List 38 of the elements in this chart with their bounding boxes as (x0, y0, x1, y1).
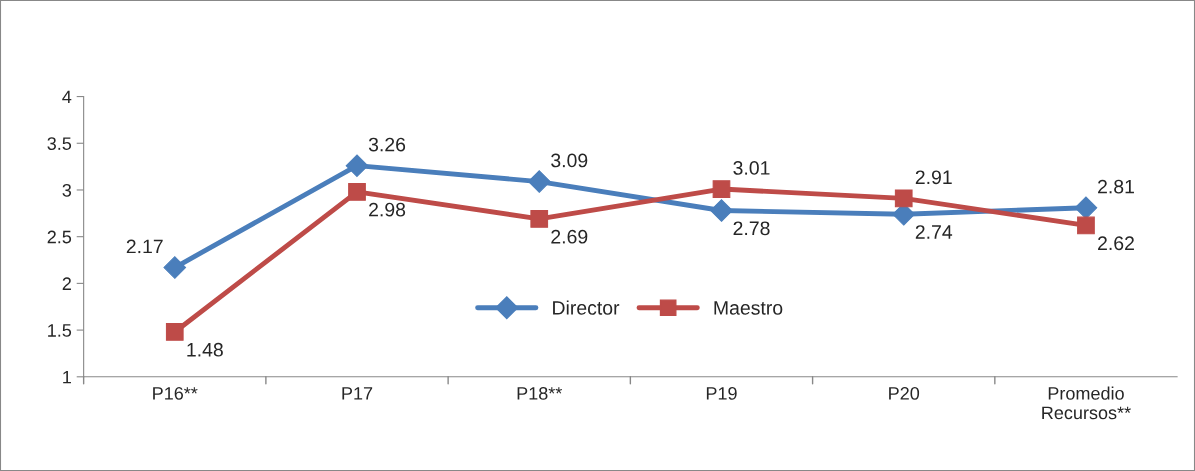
y-tick-label: 3 (62, 183, 72, 197)
data-label: 3.26 (368, 137, 406, 152)
point (712, 180, 731, 198)
data-label: 2.81 (1098, 179, 1134, 194)
legend-label: Maestro (714, 301, 783, 315)
data-label: 2.78 (733, 221, 770, 236)
x-tick-label: Promedio Recursos** (1042, 386, 1131, 420)
data-label: 2.62 (1098, 236, 1134, 251)
y-tick-label: 2 (62, 277, 71, 290)
x-tick-label: P16** (153, 387, 198, 400)
x-tick-label: P18** (517, 387, 563, 400)
data-label: 2.74 (915, 225, 953, 239)
y-tick-label: 3.5 (47, 137, 72, 150)
y-tick-label: 1.5 (48, 324, 72, 337)
data-label: 2.91 (915, 170, 952, 185)
x-tick-label: P19 (706, 387, 737, 400)
data-label: 2.69 (551, 229, 588, 244)
point (165, 323, 184, 341)
y-tick-label: 1 (63, 370, 71, 384)
point (530, 210, 549, 228)
point (1077, 216, 1095, 235)
legend-label: Director (553, 300, 620, 315)
data-label: 1.48 (187, 342, 223, 357)
y-tick-label: 4 (62, 90, 72, 104)
data-label: 3.09 (551, 153, 588, 168)
x-tick-label: P17 (342, 387, 373, 400)
data-label: 2.98 (369, 202, 406, 217)
data-label: 3.01 (733, 161, 770, 175)
point (710, 199, 733, 222)
point (163, 256, 187, 279)
point (345, 154, 369, 177)
x-tick-label: P20 (889, 387, 920, 400)
point (894, 189, 913, 208)
data-label: 2.17 (126, 239, 163, 254)
y-tick-label: 2.5 (47, 230, 72, 244)
point (348, 182, 366, 201)
point (1074, 196, 1098, 220)
point (527, 170, 551, 193)
